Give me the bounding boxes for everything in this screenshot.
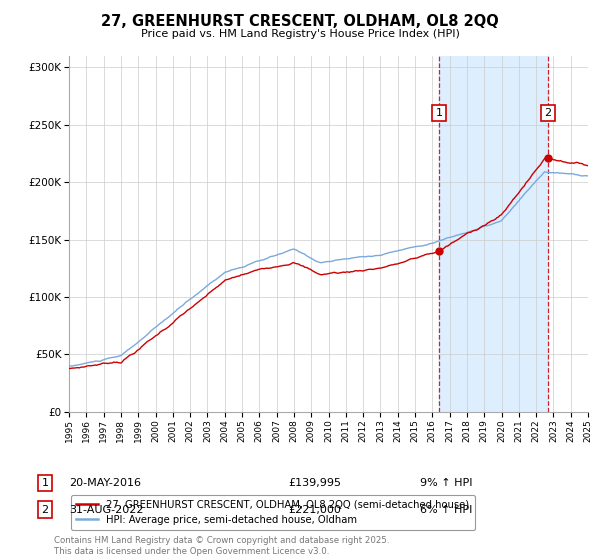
Bar	[439, 56, 548, 412]
Text: £139,995: £139,995	[288, 478, 341, 488]
Text: £221,000: £221,000	[288, 505, 341, 515]
Text: 27, GREENHURST CRESCENT, OLDHAM, OL8 2QQ: 27, GREENHURST CRESCENT, OLDHAM, OL8 2QQ	[101, 14, 499, 29]
Text: 9% ↑ HPI: 9% ↑ HPI	[420, 478, 473, 488]
Legend: 27, GREENHURST CRESCENT, OLDHAM, OL8 2QQ (semi-detached house), HPI: Average pri: 27, GREENHURST CRESCENT, OLDHAM, OL8 2QQ…	[71, 495, 475, 530]
Text: 2: 2	[544, 108, 551, 118]
Text: Contains HM Land Registry data © Crown copyright and database right 2025.
This d: Contains HM Land Registry data © Crown c…	[54, 536, 389, 556]
Text: 2: 2	[41, 505, 49, 515]
Text: 6% ↑ HPI: 6% ↑ HPI	[420, 505, 472, 515]
Text: 31-AUG-2022: 31-AUG-2022	[69, 505, 143, 515]
Text: 20-MAY-2016: 20-MAY-2016	[69, 478, 141, 488]
Text: 1: 1	[41, 478, 49, 488]
Text: Price paid vs. HM Land Registry's House Price Index (HPI): Price paid vs. HM Land Registry's House …	[140, 29, 460, 39]
Text: 1: 1	[436, 108, 442, 118]
